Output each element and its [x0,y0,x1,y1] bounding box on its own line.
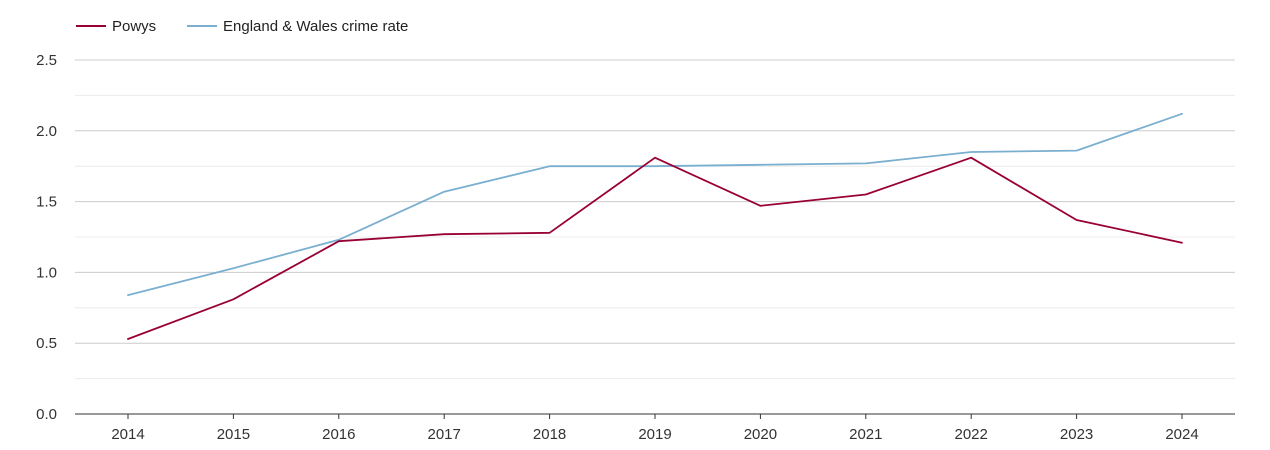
x-axis: 2014 2015 2016 2017 2018 2019 2020 2021 2022 2023… [75,413,1235,443]
y-tick-label: 0.0 [36,406,57,423]
x-tick-label: 2020 [744,426,777,443]
x-tick-label: 2023 [1060,426,1093,443]
x-tick-label: 2018 [533,426,566,443]
y-axis: 0.0 0.5 1.0 1.5 2.0 2.5 [36,52,57,423]
x-tick-label: 2019 [638,426,671,443]
series-line-england-wales-crime-rate [127,112,1183,297]
x-tick-label: 2017 [428,426,461,443]
x-tick-label: 2014 [111,426,144,443]
legend-label: Powys [112,18,156,35]
y-tick-label: 0.5 [36,335,57,352]
x-tick-label: 2024 [1165,426,1198,443]
x-tick-label: 2015 [217,426,250,443]
x-tick-label: 2021 [849,426,882,443]
legend-label: England & Wales crime rate [223,18,408,35]
y-tick-label: 2.5 [36,52,57,69]
chart-series [127,112,1183,340]
y-tick-label: 1.0 [36,264,57,281]
x-tick-label: 2022 [955,426,988,443]
y-tick-label: 2.0 [36,123,57,140]
series-line-powys [127,156,1183,340]
chart-legend: Powys England & Wales crime rate [76,18,408,35]
y-tick-label: 1.5 [36,194,57,211]
chart-gridlines [75,59,1235,380]
x-tick-label: 2016 [322,426,355,443]
